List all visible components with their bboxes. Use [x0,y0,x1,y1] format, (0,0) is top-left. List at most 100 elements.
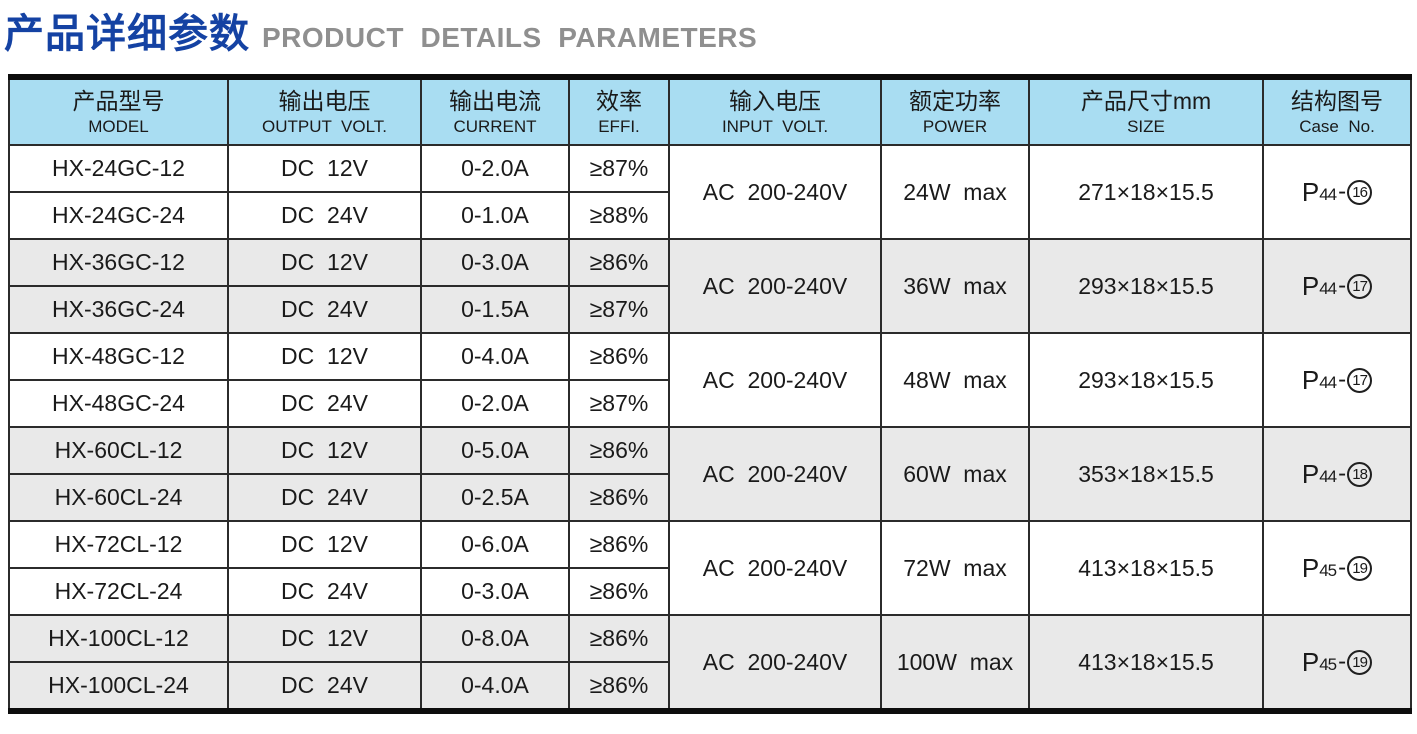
input-volt-cell: AC 200-240V [668,238,882,334]
power-cell: 48W max [880,332,1030,428]
header-output-volt-cn: 输出电压 [278,88,371,114]
page-title-english: PRODUCT DETAILS PARAMETERS [262,22,758,53]
size-cell: 353×18×15.5 [1028,426,1264,522]
output-volt-cell: DC 12V [227,520,422,569]
case-no-page: 44 [1319,279,1337,298]
efficiency-cell: ≥86% [568,520,670,569]
current-cell: 0-2.0A [420,379,570,428]
model-cell: HX-36GC-12 [8,238,229,287]
case-no-circled-figure: 19 [1347,555,1373,581]
header-model-cn: 产品型号 [72,88,165,114]
model-cell: HX-100CL-12 [8,614,229,663]
efficiency-cell: ≥86% [568,426,670,475]
table-body: HX-24GC-12 DC 12V 0-2.0A ≥87% AC 200-240V 24W… [8,144,1412,712]
product-parameters-table: 产品型号 MODEL 输出电压 OUTPUT VOLT. 输出电流 CURREN… [8,74,1412,714]
case-no-page: 45 [1319,655,1337,674]
header-power-cn: 额定功率 [909,88,1001,114]
current-cell: 0-1.0A [420,191,570,240]
case-no-value: P 44-17 [1301,270,1373,302]
table-row: HX-48GC-12 DC 12V 0-4.0A ≥86% AC 200-240V 48W… [8,332,1412,428]
input-volt-cell: AC 200-240V [668,426,882,522]
case-no-cell: P 44-17 [1262,238,1412,334]
input-volt-cell: AC 200-240V [668,332,882,428]
efficiency-cell: ≥87% [568,379,670,428]
efficiency-cell: ≥87% [568,144,670,193]
current-cell: 0-3.0A [420,238,570,287]
header-row: 产品型号 MODEL 输出电压 OUTPUT VOLT. 输出电流 CURREN… [8,76,1412,146]
current-cell: 0-1.5A [420,285,570,334]
size-cell: 293×18×15.5 [1028,332,1264,428]
input-volt-cell: AC 200-240V [668,614,882,712]
header-case-no-en: Case No. [1299,117,1375,136]
header-input-volt-en: INPUT VOLT. [721,117,829,136]
case-no-circled-figure: 18 [1347,461,1373,487]
model-cell: HX-24GC-24 [8,191,229,240]
efficiency-cell: ≥86% [568,661,670,712]
current-cell: 0-6.0A [420,520,570,569]
model-cell: HX-60CL-24 [8,473,229,522]
output-volt-cell: DC 12V [227,238,422,287]
table-row: HX-60CL-24 DC 24V 0-2.5A ≥86% [8,473,1411,522]
size-cell: 271×18×15.5 [1028,144,1264,240]
power-cell: 72W max [880,520,1030,616]
table-row: HX-24GC-24 DC 24V 0-1.0A ≥88% [8,191,1411,240]
case-no-circled-figure: 17 [1347,367,1373,393]
efficiency-cell: ≥88% [568,191,670,240]
current-cell: 0-5.0A [420,426,570,475]
header-size-en: SIZE [1127,117,1165,136]
case-no-cell: P 45-19 [1262,520,1412,616]
output-volt-cell: DC 12V [227,144,422,193]
case-no-cell: P 45-19 [1262,614,1412,712]
header-current: 输出电流 CURRENT [420,76,570,146]
header-input-volt-cn: 输入电压 [729,88,821,114]
table-row: HX-72CL-24 DC 24V 0-3.0A ≥86% [8,567,1411,616]
current-cell: 0-2.0A [420,144,570,193]
model-cell: HX-24GC-12 [8,144,229,193]
case-no-circled-figure: 16 [1347,179,1373,205]
output-volt-cell: DC 24V [227,567,422,616]
current-cell: 0-3.0A [420,567,570,616]
table-row: HX-100CL-12 DC 12V 0-8.0A ≥86% AC 200-240V 10… [8,614,1412,712]
current-cell: 0-2.5A [420,473,570,522]
output-volt-cell: DC 24V [227,473,422,522]
power-cell: 36W max [880,238,1030,334]
case-no-page: 45 [1319,561,1337,580]
table-row: HX-100CL-24 DC 24V 0-4.0A ≥86% [8,661,1411,712]
case-no-page: 44 [1319,467,1337,486]
header-model-en: MODEL [88,117,149,136]
efficiency-cell: ≥86% [568,567,670,616]
header-current-en: CURRENT [453,117,537,136]
output-volt-cell: DC 12V [227,426,422,475]
page-title-chinese: 产品详细参数 [4,12,250,56]
header-efficiency: 效率 EFFI. [568,76,670,146]
efficiency-cell: ≥87% [568,285,670,334]
efficiency-cell: ≥86% [568,332,670,381]
case-no-separator: - [1338,366,1347,393]
header-input-volt: 输入电压 INPUT VOLT. [668,76,882,146]
header-output-volt-en: OUTPUT VOLT. [261,117,387,136]
model-cell: HX-72CL-12 [8,520,229,569]
case-no-value: P 45-19 [1302,647,1373,678]
table-row: HX-48GC-24 DC 24V 0-2.0A ≥87% [8,379,1411,428]
case-no-separator: - [1338,554,1347,581]
header-power: 额定功率 POWER [880,76,1030,146]
case-no-cell: P 44-17 [1262,332,1412,428]
header-size-cn: 产品尺寸mm [1080,88,1212,114]
table-row: HX-60CL-12 DC 12V 0-5.0A ≥86% AC 200-240V 60W… [8,426,1412,522]
case-no-circled-figure: 17 [1347,273,1373,299]
page-title: 产品详细参数 PRODUCT DETAILS PARAMETERS [0,0,1417,74]
output-volt-cell: DC 24V [227,285,422,334]
output-volt-cell: DC 24V [227,379,422,428]
case-no-prefix: P [1301,270,1320,301]
efficiency-cell: ≥86% [568,473,670,522]
table-header: 产品型号 MODEL 输出电压 OUTPUT VOLT. 输出电流 CURREN… [8,76,1412,146]
model-cell: HX-60CL-12 [8,426,229,475]
power-cell: 24W max [880,144,1030,240]
model-cell: HX-48GC-24 [8,379,229,428]
case-no-prefix: P [1301,176,1320,207]
output-volt-cell: DC 12V [227,614,422,663]
case-no-prefix: P [1301,364,1320,395]
case-no-cell: P 44-18 [1262,426,1412,522]
output-volt-cell: DC 24V [227,661,422,712]
header-current-cn: 输出电流 [449,88,541,114]
